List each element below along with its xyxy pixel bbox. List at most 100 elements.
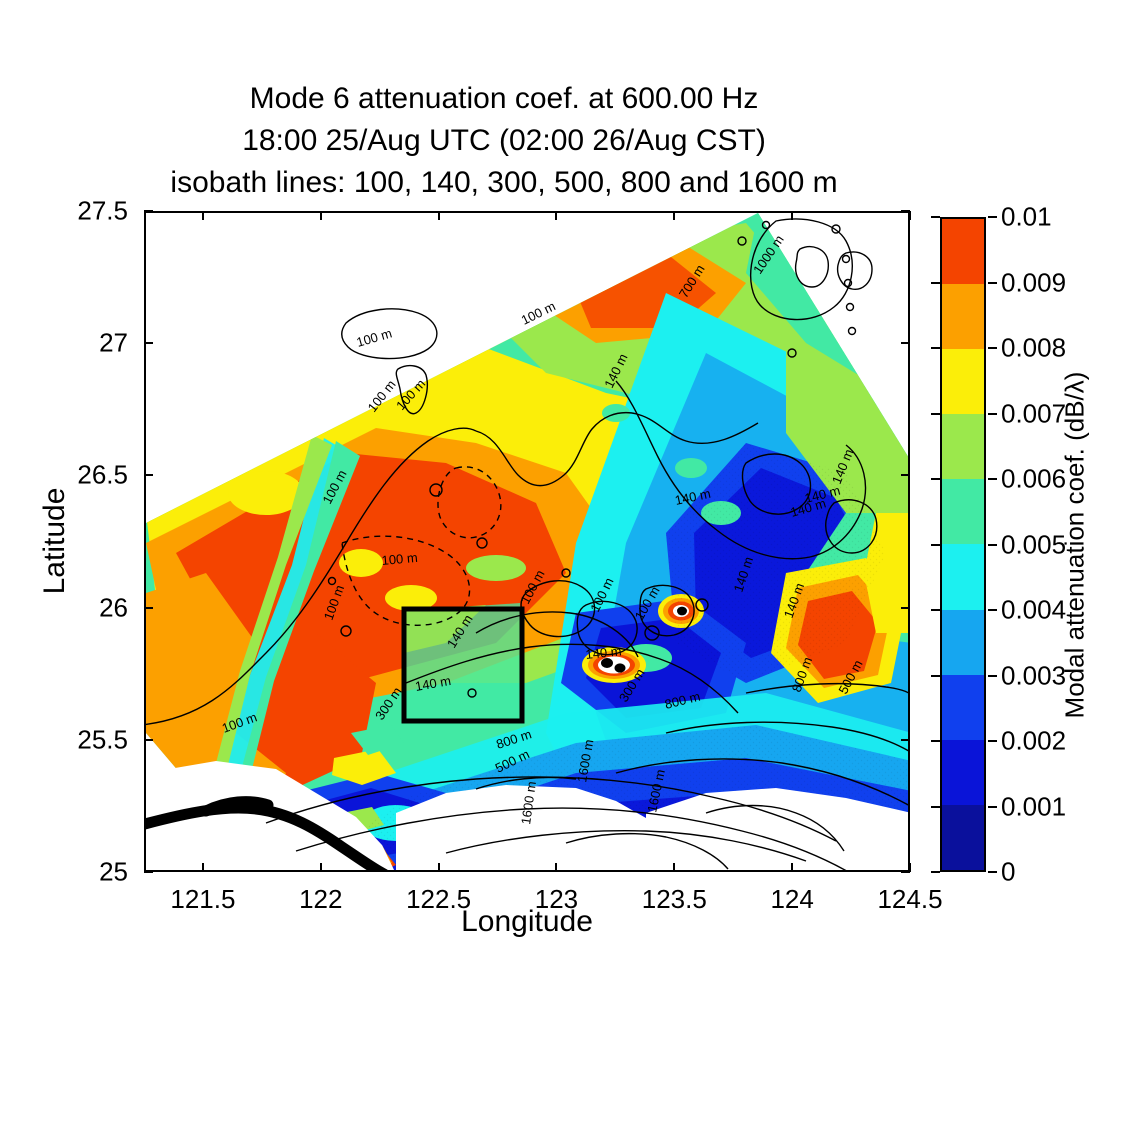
y-tick — [144, 210, 153, 212]
colorbar-tick-left — [931, 740, 940, 742]
x-tick — [437, 863, 440, 872]
y-tick-label: 26.5 — [77, 459, 128, 490]
colorbar-tick-label: 0 — [1001, 856, 1016, 887]
colorbar-axis-label: Modal attenuation coef. (dB/λ) — [1059, 371, 1090, 719]
colorbar-tick — [988, 347, 997, 349]
x-tick-label: 122 — [299, 884, 343, 914]
colorbar-band — [942, 609, 984, 675]
x-tick-label: 123.5 — [641, 884, 707, 914]
y-tick — [144, 606, 153, 609]
svg-text:100 m: 100 m — [381, 550, 418, 568]
title-line-3: isobath lines: 100, 140, 300, 500, 800 a… — [170, 166, 838, 199]
y-tick — [144, 738, 153, 741]
colorbar-tick-label: 0.002 — [1001, 725, 1067, 756]
colorbar-tick-label: 0.008 — [1001, 332, 1067, 363]
x-tick-top — [437, 211, 440, 220]
x-tick-label: 124 — [770, 884, 814, 914]
x-tick — [201, 863, 204, 872]
y-tick-label: 27.5 — [77, 195, 128, 226]
y-tick-right — [901, 474, 910, 477]
colorbar-band — [942, 349, 984, 415]
colorbar-tick-label: 0.001 — [1001, 791, 1067, 821]
y-tick — [144, 342, 153, 345]
svg-text:140 m: 140 m — [674, 486, 712, 508]
map-axes: 100 m 100 m 100 m 100 m 100 m 100 m 100 … — [144, 211, 910, 872]
colorbar-tick-left — [931, 216, 940, 218]
svg-text:1600 m: 1600 m — [574, 738, 596, 783]
x-tick — [555, 863, 558, 872]
colorbar-tick-left — [931, 609, 940, 611]
colorbar-tick-left — [931, 412, 940, 415]
colorbar-tick — [988, 740, 997, 742]
x-tick-top — [555, 211, 558, 220]
y-tick-right — [901, 606, 910, 609]
y-tick-label: 26 — [99, 592, 128, 623]
colorbar-band — [942, 544, 984, 610]
colorbar-tick — [988, 543, 997, 546]
title-line-2: 18:00 25/Aug UTC (02:00 26/Aug CST) — [242, 124, 766, 157]
colorbar-tick-left — [931, 347, 940, 349]
y-tick — [144, 474, 153, 477]
colorbar-tick-label: 0.004 — [1001, 594, 1067, 625]
x-tick-top — [319, 211, 322, 220]
x-tick — [319, 863, 322, 872]
colorbar-tick-label: 0.007 — [1001, 398, 1067, 428]
colorbar-tick — [988, 871, 997, 873]
colorbar-tick-left — [931, 871, 940, 873]
y-tick-right — [901, 210, 910, 212]
colorbar-tick — [988, 478, 997, 480]
colorbar-band — [942, 219, 984, 285]
colorbar-tick-label: 0.005 — [1001, 529, 1067, 559]
colorbar-tick — [988, 412, 997, 415]
colorbar-band — [942, 479, 984, 545]
colorbar-band — [942, 804, 984, 870]
colorbar-tick — [988, 609, 997, 611]
colorbar-tick-left — [931, 281, 940, 284]
x-tick-label: 122.5 — [406, 884, 472, 914]
colorbar-tick — [988, 281, 997, 284]
attenuation-field: 100 m 100 m 100 m 100 m 100 m 100 m 100 … — [146, 213, 908, 870]
x-tick-top — [791, 211, 794, 220]
colorbar-tick — [988, 805, 997, 808]
y-tick-right — [901, 342, 910, 345]
colorbar-tick-label: 0.003 — [1001, 660, 1067, 690]
x-tick — [909, 863, 911, 872]
x-tick-top — [201, 211, 204, 220]
colorbar-tick — [988, 674, 997, 677]
bullseye-south — [582, 647, 646, 683]
y-tick-label: 25.5 — [77, 724, 128, 755]
x-tick — [673, 863, 676, 872]
x-tick-top — [909, 211, 911, 220]
colorbar[interactable] — [940, 217, 986, 872]
colorbar-band — [942, 739, 984, 805]
title-line-1: Mode 6 attenuation coef. at 600.00 Hz — [249, 82, 759, 115]
x-axis-label: Longitude — [461, 905, 593, 938]
x-tick-label: 123 — [534, 884, 579, 914]
x-tick-label: 121.5 — [170, 884, 236, 914]
y-tick — [144, 871, 153, 873]
colorbar-tick-label: 0.01 — [1001, 201, 1052, 232]
colorbar-band — [942, 414, 984, 480]
colorbar-tick-left — [931, 805, 940, 808]
svg-text:140 m: 140 m — [585, 643, 623, 662]
chart-title: Mode 6 attenuation coef. at 600.00 Hz 18… — [0, 78, 1008, 204]
colorbar-band — [942, 674, 984, 740]
mainland-coastline — [146, 796, 388, 870]
y-tick-right — [901, 738, 910, 741]
colorbar-tick-label: 0.006 — [1001, 463, 1067, 494]
x-tick-top — [673, 211, 676, 220]
colorbar-tick-left — [931, 543, 940, 546]
y-axis-label: Latitude — [38, 487, 71, 595]
colorbar-tick-label: 0.009 — [1001, 267, 1067, 297]
colorbar-tick-left — [931, 674, 940, 677]
colorbar-tick — [988, 216, 997, 218]
colorbar-tick-left — [931, 478, 940, 480]
y-tick-right — [901, 871, 910, 873]
y-tick-label: 25 — [99, 856, 128, 887]
x-tick — [791, 863, 794, 872]
study-area-box — [401, 606, 525, 724]
x-tick-label: 124.5 — [877, 884, 943, 914]
y-tick-label: 27 — [99, 327, 128, 358]
svg-text:140 m: 140 m — [414, 673, 452, 694]
